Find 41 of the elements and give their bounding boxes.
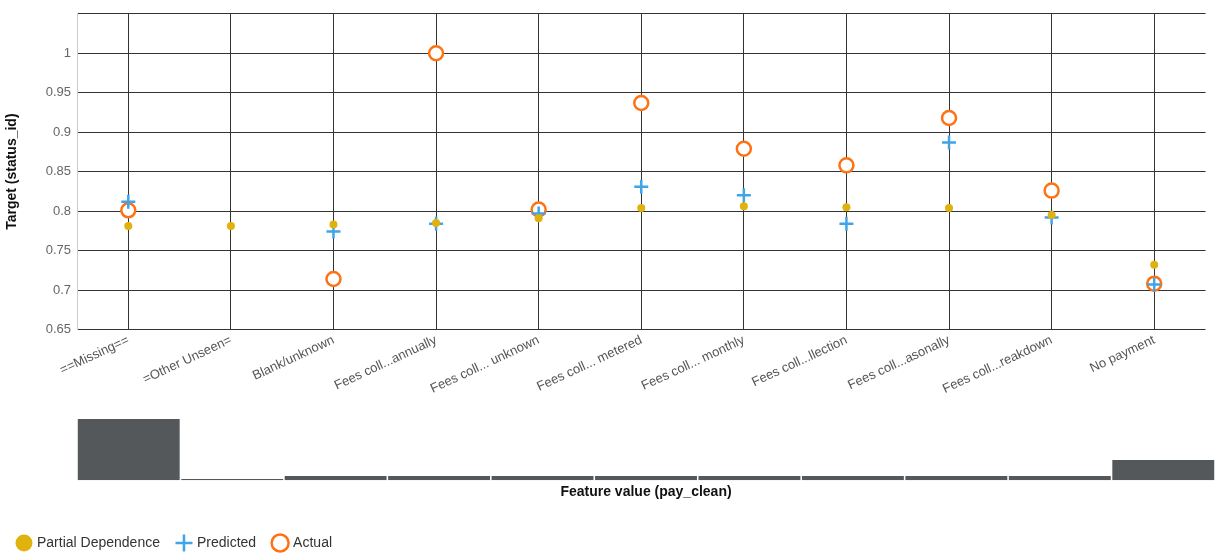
y-tick-label: 0.95 [45, 84, 71, 100]
point [1043, 209, 1060, 226]
y-tick-label: 0.85 [45, 163, 71, 179]
y-tick-label: 1 [63, 44, 71, 60]
point [124, 222, 133, 231]
point [432, 218, 441, 227]
point [739, 202, 748, 211]
y-tick-label: 0.8 [52, 202, 71, 218]
legend-label: Actual [293, 533, 333, 550]
point [945, 203, 954, 212]
y-tick-label: 0.65 [45, 321, 71, 337]
y-tick-label: 0.75 [45, 242, 71, 258]
point [842, 203, 851, 212]
point [940, 134, 958, 151]
point [735, 140, 753, 157]
bar [595, 475, 697, 481]
y-axis-title: Target (status_id) [3, 113, 20, 230]
legend-label: Predicted [196, 533, 257, 550]
point [1047, 211, 1056, 220]
point [427, 45, 445, 62]
point [325, 270, 342, 288]
y-tick-label: 0.9 [52, 123, 71, 139]
point [633, 94, 650, 112]
legend-label: Partial Dependence [37, 533, 161, 550]
point [329, 220, 338, 229]
point [838, 215, 855, 232]
point [1043, 182, 1060, 199]
point [735, 187, 753, 204]
point [633, 178, 650, 195]
point [120, 193, 137, 210]
y-tick-label: 0.7 [52, 281, 71, 297]
bar [491, 475, 594, 481]
point [940, 109, 958, 127]
point [838, 157, 855, 174]
point [427, 215, 445, 232]
bar [698, 475, 801, 481]
point [534, 214, 543, 223]
x-axis-title: Feature value (pay_clean) [560, 483, 732, 500]
point [637, 203, 646, 212]
point [226, 222, 235, 231]
point [1150, 260, 1159, 269]
